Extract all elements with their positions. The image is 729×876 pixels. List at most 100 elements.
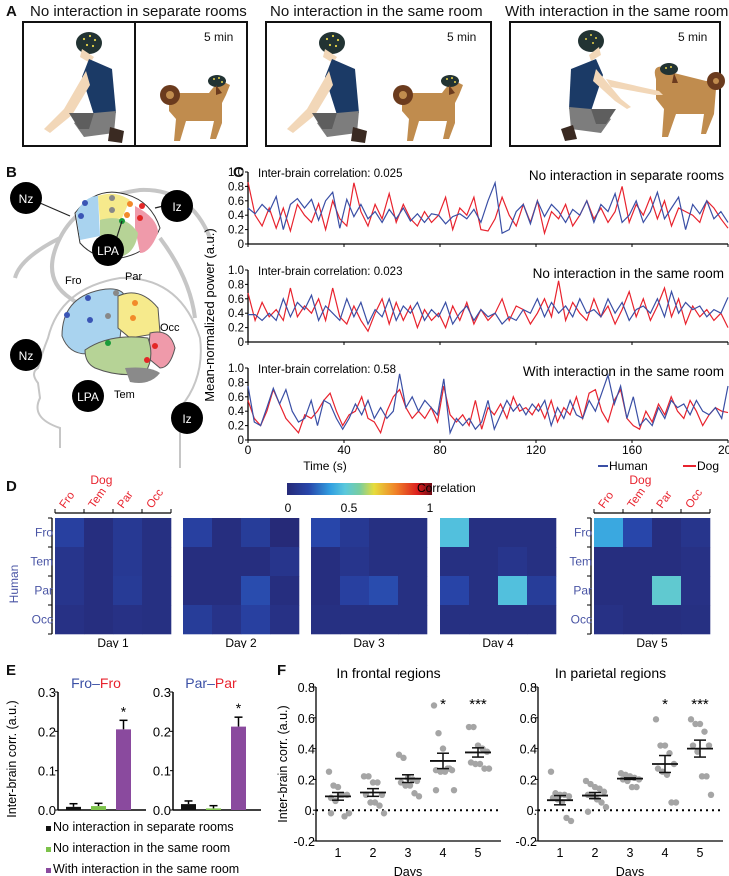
panel-c-label: C (233, 164, 244, 181)
colorbar-tick-label: 0.5 (341, 501, 358, 515)
heatmap-cell (527, 576, 557, 606)
data-point (435, 730, 442, 737)
heatmap-cell (55, 547, 85, 577)
pants (569, 107, 611, 133)
heatmap-cell (340, 605, 370, 635)
heatmap-cell (311, 576, 341, 606)
heatmap-cell (113, 605, 143, 635)
shoe (108, 127, 124, 143)
data-point (567, 817, 575, 825)
human-region-label: Fro (574, 526, 592, 540)
y-tick-label: 0. (527, 804, 537, 818)
data-point (365, 773, 372, 780)
eeg-cap (319, 32, 345, 54)
heatmap-cell (527, 547, 557, 577)
shirt (569, 59, 603, 111)
legend-label: With interaction in the same room (53, 862, 239, 876)
colorbar-tick-label: 1 (427, 501, 434, 515)
heatmap-cell (469, 547, 499, 577)
heatmap-cell (84, 547, 114, 577)
data-point (446, 765, 453, 772)
data-point (371, 799, 379, 806)
heatmap-cell (55, 518, 85, 548)
dog-region-label: Occ (684, 487, 706, 511)
heatmap-cell (212, 547, 242, 577)
y-tick-label: 1.0 (228, 265, 244, 277)
electrode-dot (334, 44, 338, 48)
panel-c-timeseries-chart: Mean-normalized power (a.u.) 00.20.40.60.… (202, 167, 729, 473)
data-point (376, 802, 383, 809)
heatmap-cell (681, 547, 711, 577)
heatmap-cell (142, 547, 172, 577)
title-separator: – (92, 675, 100, 691)
panel-f-label: F (277, 662, 287, 679)
x-tick-label: 4 (440, 846, 447, 860)
heatmap-cell (469, 605, 499, 635)
heatmap-cell (183, 605, 213, 635)
heatmap-cell (241, 547, 271, 577)
data-point (565, 793, 573, 800)
data-point (432, 786, 440, 794)
y-tick-label: 0.8 (298, 681, 315, 695)
electrode-dot (446, 78, 448, 80)
x-tick-label: 40 (337, 443, 351, 457)
y-tick-label: 0.2 (228, 225, 244, 237)
data-point (369, 779, 377, 786)
subplot-title: In parietal regions (555, 665, 666, 681)
data-point (481, 765, 488, 772)
heatmap-cell (84, 576, 114, 606)
data-point (668, 799, 675, 806)
dog-eeg-cap (441, 75, 459, 87)
subplot-title: No interaction in the same room (533, 266, 724, 281)
heatmap-cell (113, 576, 143, 606)
subplot-title: Fro–Fro (71, 675, 121, 691)
heatmap-cell (311, 518, 341, 548)
legend-label: No interaction in the same room (53, 841, 230, 855)
x-axis-label: Days (616, 865, 644, 876)
dog-axis-title: Dog (629, 473, 651, 487)
title-dog-region: Par (215, 675, 237, 691)
heatmap-cell (469, 518, 499, 548)
y-tick-label: 0 (238, 337, 244, 349)
condition-2-frame: 5 min (265, 21, 492, 147)
electrode-dot (221, 81, 223, 83)
heatmap-cell (183, 547, 213, 577)
y-tick-label: 0 (238, 239, 244, 251)
data-point (406, 782, 414, 789)
pants-shade (312, 113, 337, 129)
electrode-dot (325, 37, 329, 41)
electrode-placement-diagram: Nz Iz LPA Fro Par Occ Tem Nz Iz LPA (10, 182, 212, 468)
human-region-label: Occ (32, 613, 53, 627)
day-label: Day 3 (353, 636, 385, 648)
dog-eeg-figure (393, 75, 463, 141)
data-point (659, 768, 666, 775)
y-tick-label: 0.4 (520, 743, 537, 757)
dog-tail-inner (166, 91, 174, 99)
heatmap-cell (340, 518, 370, 548)
data-point (657, 742, 664, 749)
y-axis-label: Inter-brain corr. (a.u.) (276, 705, 290, 822)
condition-3-frame: 5 min (509, 21, 725, 147)
panel-e-bar-chart: Inter-brain corr. (a.u.) 0.00.10.20.3Fro–… (5, 675, 261, 876)
heatmap-cell (84, 605, 114, 635)
heatmap-cell (623, 547, 653, 577)
condition-2-title: No interaction in the same room (270, 3, 483, 20)
data-point (437, 768, 444, 775)
heatmap-cell (398, 547, 428, 577)
y-tick-label: 0.6 (228, 196, 244, 208)
title-human-region: Fro (71, 675, 92, 691)
significance-marker: *** (691, 696, 709, 713)
shirt (325, 59, 359, 115)
x-tick-label: 3 (405, 846, 412, 860)
subplot-title: Par–Par (185, 675, 237, 691)
data-point (687, 716, 695, 723)
region-label-occ: Occ (160, 322, 180, 334)
arm (44, 71, 90, 133)
electrode-dot (93, 38, 97, 42)
room-divider (134, 23, 136, 145)
human-figure (561, 30, 631, 141)
title-separator: – (207, 675, 215, 691)
heatmap-cell (594, 576, 624, 606)
data-point (689, 742, 697, 749)
heatmap-cell (183, 518, 213, 548)
